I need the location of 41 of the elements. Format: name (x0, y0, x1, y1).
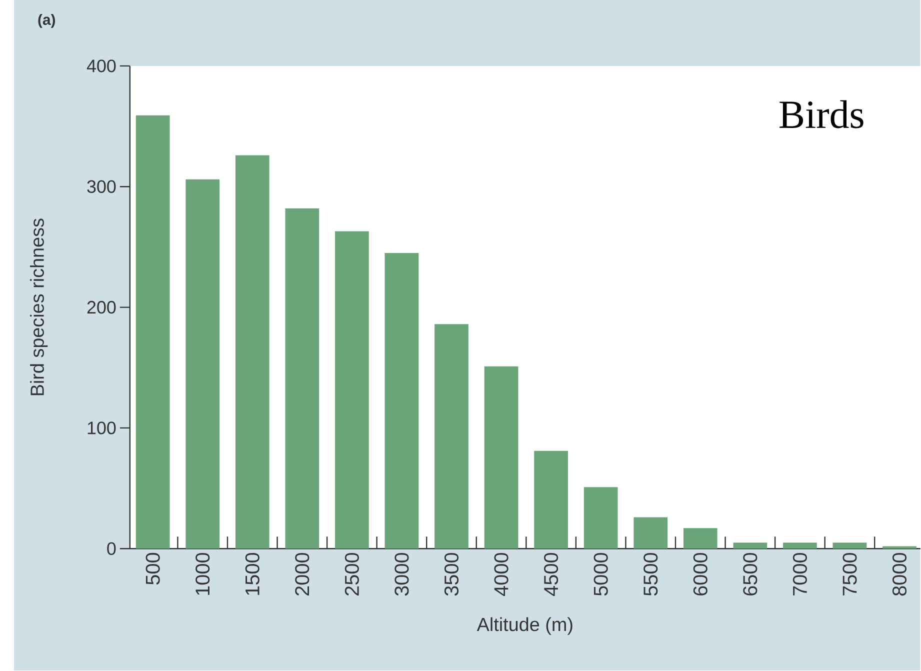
bar (683, 528, 718, 549)
x-tick-label: 1500 (245, 553, 260, 596)
bar (832, 542, 867, 549)
x-tick-label: 500 (146, 553, 160, 585)
x-tick-label: 6500 (743, 553, 758, 596)
bar (285, 208, 320, 549)
bar (584, 487, 618, 549)
x-tick-label: 8000 (892, 553, 907, 596)
x-tick-label: 6000 (693, 553, 708, 596)
x-tick-label: 5500 (644, 553, 658, 596)
x-tick-label: 4000 (494, 553, 508, 596)
bar (434, 324, 468, 549)
bar (534, 451, 568, 549)
x-tick-label: 3500 (444, 553, 459, 596)
bar (384, 253, 419, 549)
bar (136, 116, 170, 549)
x-tick-label: 3000 (394, 553, 409, 596)
y-tick-label: 100 (88, 422, 116, 435)
bar (634, 517, 668, 549)
x-tick-label: 7000 (792, 553, 807, 596)
y-tick-label: 0 (107, 542, 116, 556)
bar (783, 542, 817, 549)
x-tick-label: 4500 (544, 553, 558, 596)
x-tick-label: 1000 (196, 553, 210, 596)
x-tick-label: 2500 (344, 553, 359, 596)
bar (733, 542, 768, 549)
bar (235, 155, 270, 549)
x-tick-label: 7500 (842, 553, 857, 596)
bar (186, 180, 220, 549)
bar (335, 231, 369, 549)
bar (882, 546, 916, 549)
y-axis-title: Bird species richness (30, 218, 48, 396)
x-axis-title: Altitude (m) (476, 617, 572, 636)
y-tick-label: 300 (87, 180, 116, 194)
text: (a) (38, 14, 56, 28)
y-tick-label: 400 (86, 60, 116, 73)
y-tick-label: 200 (87, 301, 116, 314)
x-tick-label: 2000 (295, 553, 310, 596)
annotation: Birds (780, 100, 864, 128)
x-tick-label: 5000 (594, 553, 608, 596)
bar (484, 366, 518, 549)
